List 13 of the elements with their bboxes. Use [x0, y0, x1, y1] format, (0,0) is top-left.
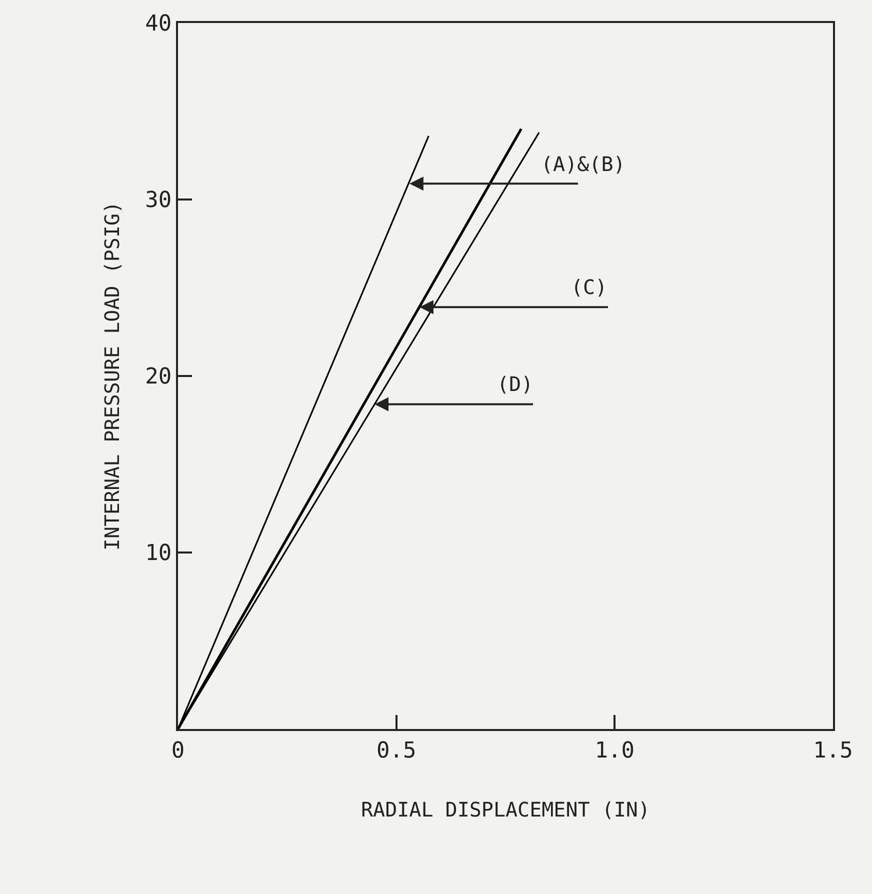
y-tick-label: 40 — [145, 12, 172, 37]
x-axis-title: RADIAL DISPLACEMENT (IN) — [361, 797, 650, 822]
annotation: (D) — [497, 372, 534, 396]
y-tick-label: 10 — [145, 541, 172, 566]
x-tick-label: 0.5 — [376, 738, 416, 764]
annotation: (A)&(B) — [541, 152, 626, 176]
annotation: (C) — [571, 275, 608, 299]
y-tick-label: 20 — [145, 364, 172, 390]
y-axis-title: INTERNAL PRESSURE LOAD (PSIG) — [100, 201, 124, 551]
x-tick-label: 0 — [171, 738, 185, 764]
y-tick-label: 30 — [145, 188, 172, 214]
x-tick-label: 1.5 — [813, 738, 853, 764]
x-tick-label: 1.0 — [594, 738, 635, 764]
